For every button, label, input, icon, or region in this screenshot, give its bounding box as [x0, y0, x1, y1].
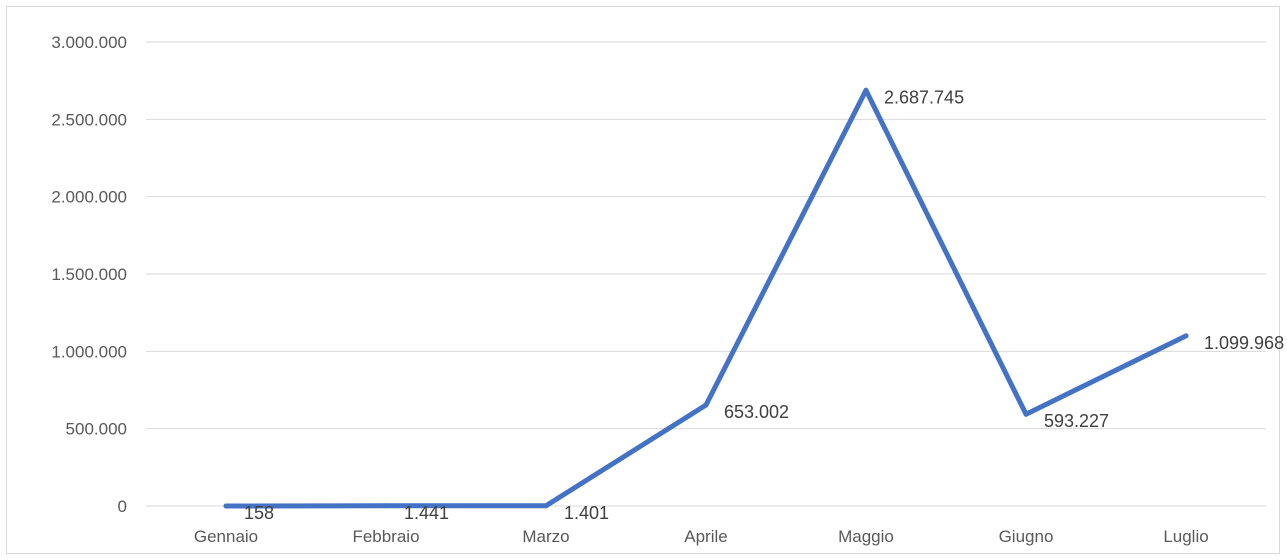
- chart-frame: [6, 6, 1280, 554]
- data-point: [383, 503, 389, 509]
- series-line-path: [223, 87, 1189, 509]
- data-label: 593.227: [1044, 411, 1109, 431]
- data-point: [703, 402, 709, 408]
- data-point: [863, 87, 869, 93]
- x-axis-ticks: Gennaio Febbraio Marzo Aprile Maggio Giugno Lu…: [194, 527, 1209, 546]
- x-tick-label: Aprile: [684, 527, 727, 546]
- data-label: 653.002: [724, 402, 789, 422]
- data-label: 1.099.968: [1204, 333, 1284, 353]
- data-labels: 158 1.441 1.401 653.002 2.687.745 593.227 1.09…: [244, 87, 1284, 523]
- data-label: 1.401: [564, 503, 609, 523]
- x-tick-label: Febbraio: [352, 527, 419, 546]
- y-axis-ticks: 0 500.000 1.000.000 1.500.000 2.000.000 2.500…: [51, 33, 127, 516]
- x-tick-label: Maggio: [838, 527, 894, 546]
- series-line: [223, 87, 1189, 509]
- x-tick-label: Giugno: [999, 527, 1054, 546]
- y-tick-label: 1.000.000: [51, 342, 127, 361]
- data-point: [223, 503, 229, 509]
- y-tick-label: 2.000.000: [51, 188, 127, 207]
- data-point: [543, 503, 549, 509]
- data-label: 1.441: [404, 503, 449, 523]
- data-label: 158: [244, 503, 274, 523]
- data-label: 2.687.745: [884, 87, 964, 107]
- x-tick-label: Marzo: [522, 527, 569, 546]
- gridlines: [146, 41, 1266, 507]
- x-tick-label: Luglio: [1163, 527, 1208, 546]
- y-tick-label: 1.500.000: [51, 265, 127, 284]
- x-tick-label: Gennaio: [194, 527, 258, 546]
- data-point: [1023, 411, 1029, 417]
- y-tick-label: 2.500.000: [51, 110, 127, 129]
- y-tick-label: 0: [118, 497, 127, 516]
- y-tick-label: 500.000: [66, 420, 127, 439]
- y-tick-label: 3.000.000: [51, 33, 127, 52]
- data-point: [1183, 333, 1189, 339]
